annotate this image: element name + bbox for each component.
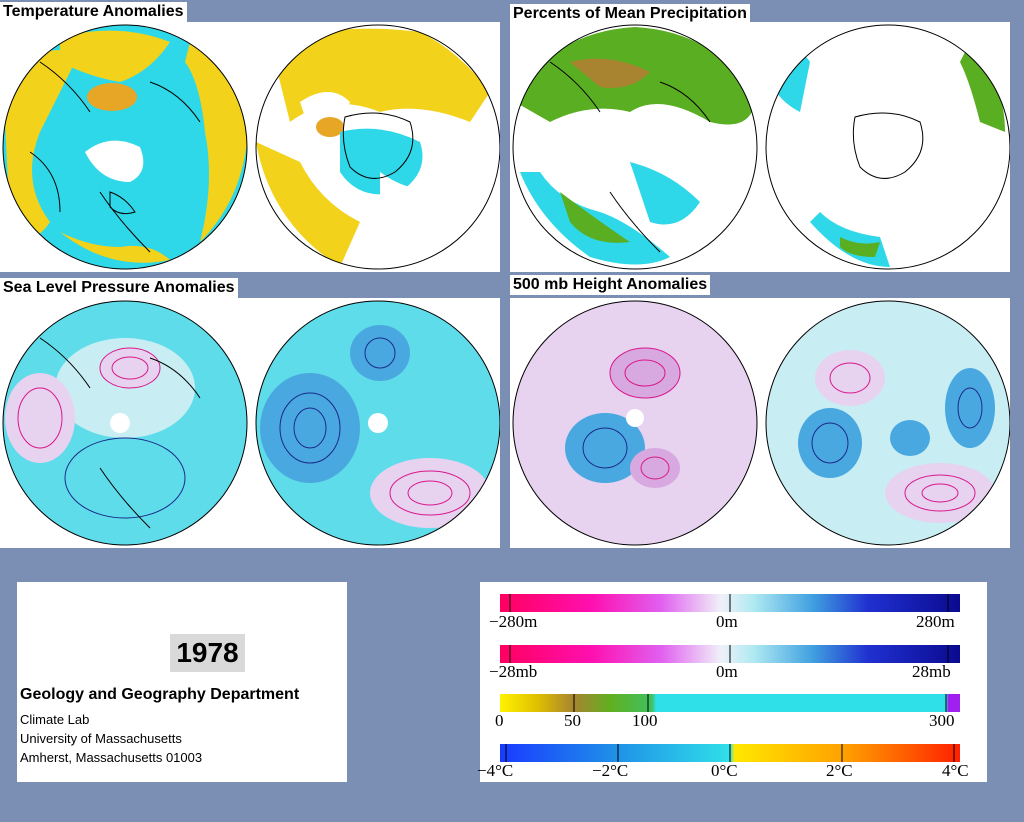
temp-tick-2: 2°C (826, 761, 853, 780)
precipitation-southern-hemisphere (766, 25, 1010, 269)
precip-tick-50: 50 (564, 711, 581, 730)
temperature-northern-hemisphere (3, 25, 247, 269)
slp-southern-hemisphere (256, 301, 500, 545)
info-box: 1978 Geology and Geography Department Cl… (17, 582, 347, 782)
year-label: 1978 (170, 634, 245, 672)
info-line-address: Amherst, Massachusetts 01003 (20, 750, 203, 765)
temp-tick-neg4: −4°C (477, 761, 514, 780)
slp-maps (2, 300, 500, 546)
temperature-southern-hemisphere (256, 25, 500, 269)
height500-maps (512, 300, 1010, 546)
temp-tick-4: 4°C (942, 761, 969, 780)
height500-southern-hemisphere (766, 301, 1010, 545)
precipitation-northern-hemisphere (513, 25, 757, 269)
temperature-maps (2, 24, 500, 270)
precip-tick-100: 100 (632, 711, 658, 730)
slp-panel (0, 298, 500, 548)
department-label: Geology and Geography Department (20, 686, 300, 703)
temperature-title: Temperature Anomalies (0, 2, 187, 22)
height500-title: 500 mb Height Anomalies (510, 275, 711, 295)
height500-panel (510, 298, 1010, 548)
pressure-mid-label: 0m (716, 662, 738, 681)
precip-tick-0: 0 (495, 711, 504, 730)
info-line-university: University of Massachusetts (20, 731, 182, 746)
temperature-panel (0, 22, 500, 272)
pressure-max-label: 28mb (912, 662, 951, 681)
height-min-label: −280m (489, 612, 538, 631)
precip-colorbar (500, 694, 960, 712)
legend-bars (500, 594, 960, 762)
precipitation-maps (512, 24, 1010, 270)
precip-tick-300: 300 (929, 711, 955, 730)
slp-title: Sea Level Pressure Anomalies (0, 278, 238, 298)
height-mid-label: 0m (716, 612, 738, 631)
slp-northern-hemisphere (3, 301, 247, 545)
info-line-lab: Climate Lab (20, 712, 90, 727)
temp-tick-neg2: −2°C (592, 761, 629, 780)
legend-box: −280m 0m 280m −28mb 0m 28mb 0 50 100 300… (477, 582, 987, 782)
height500-northern-hemisphere (513, 301, 757, 545)
precipitation-panel (510, 22, 1010, 272)
height-max-label: 280m (916, 612, 955, 631)
precipitation-title: Percents of Mean Precipitation (510, 4, 750, 24)
pressure-min-label: −28mb (489, 662, 538, 681)
temp-tick-0: 0°C (711, 761, 738, 780)
